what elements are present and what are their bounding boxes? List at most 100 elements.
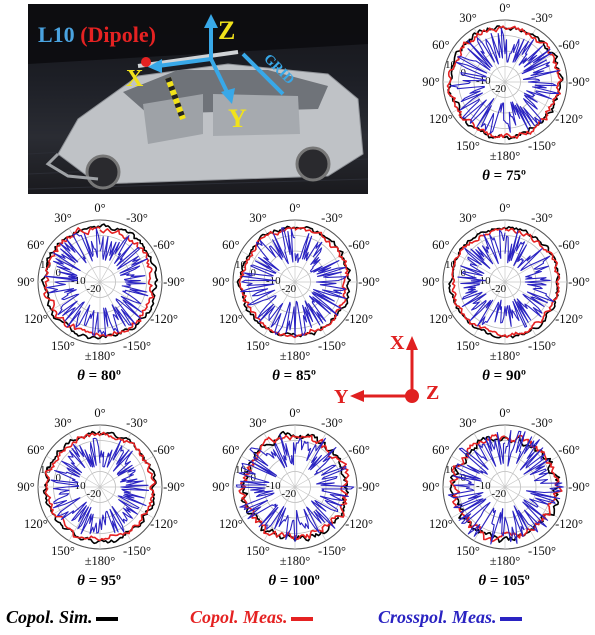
angle-tick-label: 90° <box>422 75 440 89</box>
photo-axis-y: Y <box>228 104 247 133</box>
angle-tick-label: 120° <box>429 112 453 126</box>
radial-tick-label: 10 <box>445 59 457 71</box>
angle-tick-label: ±180° <box>280 554 311 568</box>
angle-tick-label: -120° <box>555 312 583 326</box>
angle-tick-label: 30° <box>249 416 267 430</box>
photo-title-prefix: L10 <box>38 22 75 47</box>
angle-tick-label: -120° <box>555 112 583 126</box>
series-copol-sim <box>449 435 561 543</box>
panel-caption: θ = 105º <box>415 573 593 590</box>
photo-axis-z: Z <box>218 16 236 45</box>
series-crosspol-meas <box>240 227 347 338</box>
panel-caption: θ = 95º <box>10 573 188 590</box>
angle-tick-label: -60° <box>558 38 580 52</box>
angle-tick-label: 60° <box>27 443 45 457</box>
angle-tick-label: 120° <box>429 517 453 531</box>
angle-tick-label: 90° <box>422 480 440 494</box>
angle-tick-label: -90° <box>568 480 590 494</box>
angle-tick-label: -150° <box>123 544 151 558</box>
series-copol-meas <box>44 431 156 542</box>
angle-tick-label: -150° <box>528 339 556 353</box>
polar-chart: 0° -30° -60° -90° -120° -150° ±180° 150°120° 90°… <box>17 406 185 568</box>
angle-tick-label: -150° <box>318 339 346 353</box>
series-copol-sim <box>40 223 159 340</box>
angle-tick-label: -30° <box>531 416 553 430</box>
grid-spoke <box>504 50 559 83</box>
caption-value: = 95º <box>84 573 121 589</box>
car-illustration <box>28 4 368 190</box>
angle-tick-label: -90° <box>163 275 185 289</box>
angle-tick-label: 60° <box>27 238 45 252</box>
angle-tick-label: 60° <box>432 238 450 252</box>
angle-tick-label: ±180° <box>490 349 521 363</box>
photo-title-suffix: (Dipole) <box>80 22 156 47</box>
grid-spoke <box>294 486 349 519</box>
grid-spoke <box>294 228 327 283</box>
panel-caption: θ = 85º <box>205 368 383 385</box>
radial-tick-label: -20 <box>492 488 507 500</box>
angle-tick-label: 90° <box>17 480 35 494</box>
polar-chart: 0° -30° -60° -90° -120° -150° ±180° 150°120° 90°… <box>17 201 185 363</box>
radial-tick-label: 0 <box>251 267 257 279</box>
photo-title: L10 (Dipole) <box>38 22 156 48</box>
caption-theta: θ <box>77 573 85 589</box>
angle-tick-label: -60° <box>153 443 175 457</box>
angle-tick-label: 60° <box>222 443 240 457</box>
radial-tick-label: -10 <box>476 480 491 492</box>
caption-theta: θ <box>268 573 277 589</box>
radial-tick-label: 0 <box>56 472 62 484</box>
angle-tick-label: -150° <box>528 139 556 153</box>
legend-item-crosspol-meas: Crosspol. Meas. <box>378 607 522 628</box>
polar-chart: 0° -30° -60° -90° -120° -150° ±180° 150°120° 90°… <box>212 201 380 363</box>
radial-tick-label: -20 <box>87 283 102 295</box>
radial-tick-label: -20 <box>87 488 102 500</box>
radial-tick-label: -20 <box>492 283 507 295</box>
angle-tick-label: -90° <box>568 275 590 289</box>
polar-panel-5: 0° -30° -60° -90° -120° -150° ±180° 150° 120° 90°… <box>205 405 383 595</box>
angle-tick-label: 0° <box>289 406 300 420</box>
angle-tick-label: 0° <box>94 201 105 215</box>
radial-tick-label: -20 <box>282 283 297 295</box>
angle-tick-label: 0° <box>499 406 510 420</box>
angle-tick-label: 30° <box>249 211 267 225</box>
angle-tick-label: 120° <box>24 312 48 326</box>
angle-tick-label: 150° <box>246 544 270 558</box>
series-copol-meas <box>238 227 349 339</box>
panel-caption: θ = 90º <box>415 368 593 385</box>
coord-x-label: X <box>390 332 405 354</box>
radial-tick-label: -20 <box>282 488 297 500</box>
angle-tick-label: -120° <box>345 517 373 531</box>
angle-tick-label: 150° <box>456 139 480 153</box>
angle-tick-label: -60° <box>558 443 580 457</box>
panel-caption: θ = 75º <box>415 168 593 185</box>
angle-tick-label: -120° <box>555 517 583 531</box>
grid-spoke <box>294 433 327 488</box>
angle-tick-label: ±180° <box>280 349 311 363</box>
angle-tick-label: 90° <box>422 275 440 289</box>
angle-tick-label: -60° <box>153 238 175 252</box>
angle-tick-label: -30° <box>321 211 343 225</box>
angle-tick-label: -150° <box>318 544 346 558</box>
grid-spoke <box>451 455 506 488</box>
caption-value: = 90º <box>489 368 526 384</box>
angle-tick-label: -30° <box>126 211 148 225</box>
angle-tick-label: -30° <box>321 416 343 430</box>
caption-theta: θ <box>272 368 280 384</box>
caption-value: = 105º <box>486 573 530 589</box>
angle-tick-label: 60° <box>222 238 240 252</box>
series-copol-meas <box>43 226 155 338</box>
series-copol-sim <box>447 25 564 141</box>
grid-spoke <box>241 486 296 519</box>
photo-axis-x: X <box>126 66 144 92</box>
radial-tick-label: 10 <box>235 259 247 271</box>
panel-caption: θ = 80º <box>10 368 188 385</box>
radial-tick-label: 0 <box>56 267 62 279</box>
angle-tick-label: -120° <box>150 517 178 531</box>
angle-tick-label: 150° <box>51 339 75 353</box>
angle-tick-label: -90° <box>163 480 185 494</box>
angle-tick-label: 0° <box>499 201 510 215</box>
caption-theta: θ <box>77 368 85 384</box>
angle-tick-label: -90° <box>358 275 380 289</box>
angle-tick-label: 60° <box>432 443 450 457</box>
angle-tick-label: -120° <box>345 312 373 326</box>
